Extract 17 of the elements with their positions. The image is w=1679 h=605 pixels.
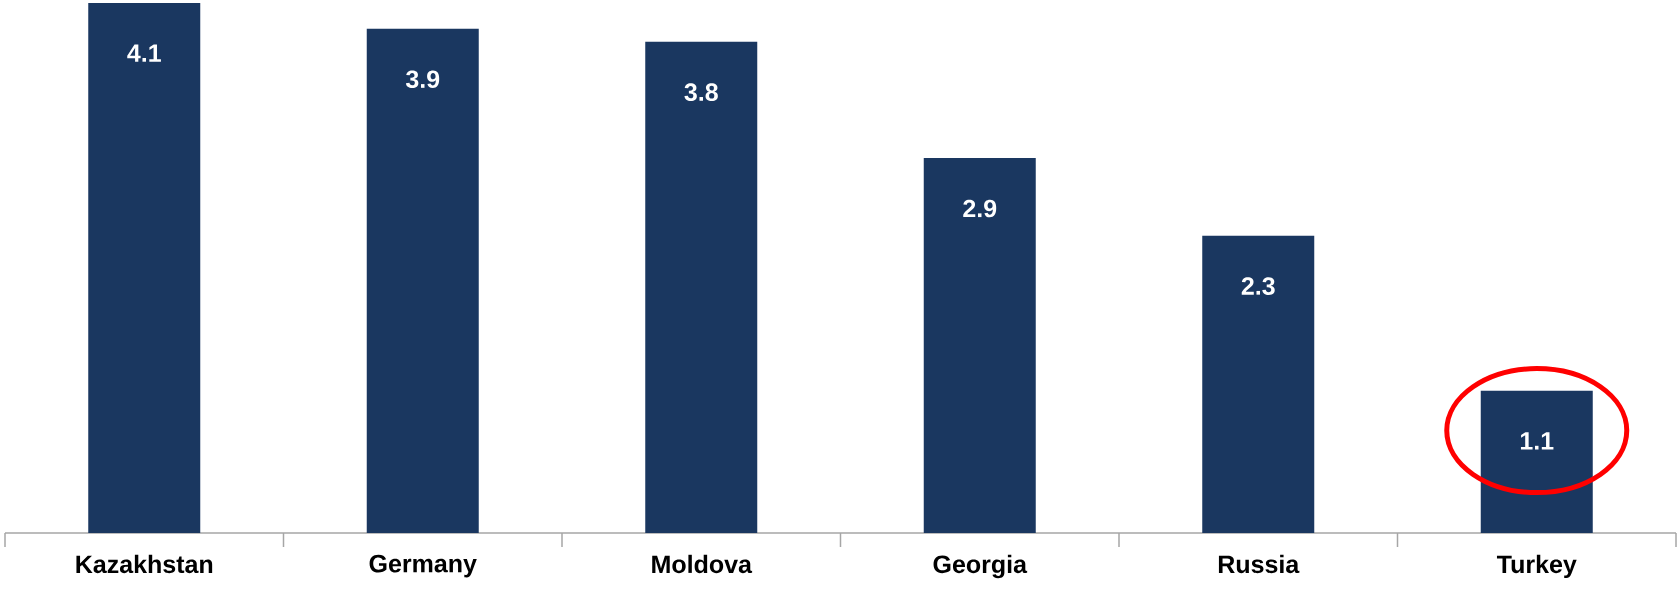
bar	[923, 158, 1036, 533]
data-label: 4.1	[127, 44, 161, 62]
x-tick-label: Turkey	[1496, 554, 1577, 579]
x-tick-label: Moldova	[652, 554, 753, 574]
bar	[1202, 235, 1315, 533]
bar	[366, 28, 479, 533]
x-tick-label: Kazakhstan	[76, 554, 213, 574]
bar	[88, 3, 201, 533]
data-label: 2.3	[1241, 277, 1275, 295]
x-tick-label: Georgia	[933, 554, 1028, 579]
data-label: 3.9	[405, 70, 440, 89]
x-tick-label: Russia	[1218, 554, 1300, 574]
data-label: 2.9	[963, 199, 997, 218]
data-label: 3.8	[684, 83, 718, 102]
bar	[645, 41, 758, 533]
data-label: 1.1	[1520, 432, 1554, 450]
x-tick-label: Germany	[369, 554, 477, 578]
